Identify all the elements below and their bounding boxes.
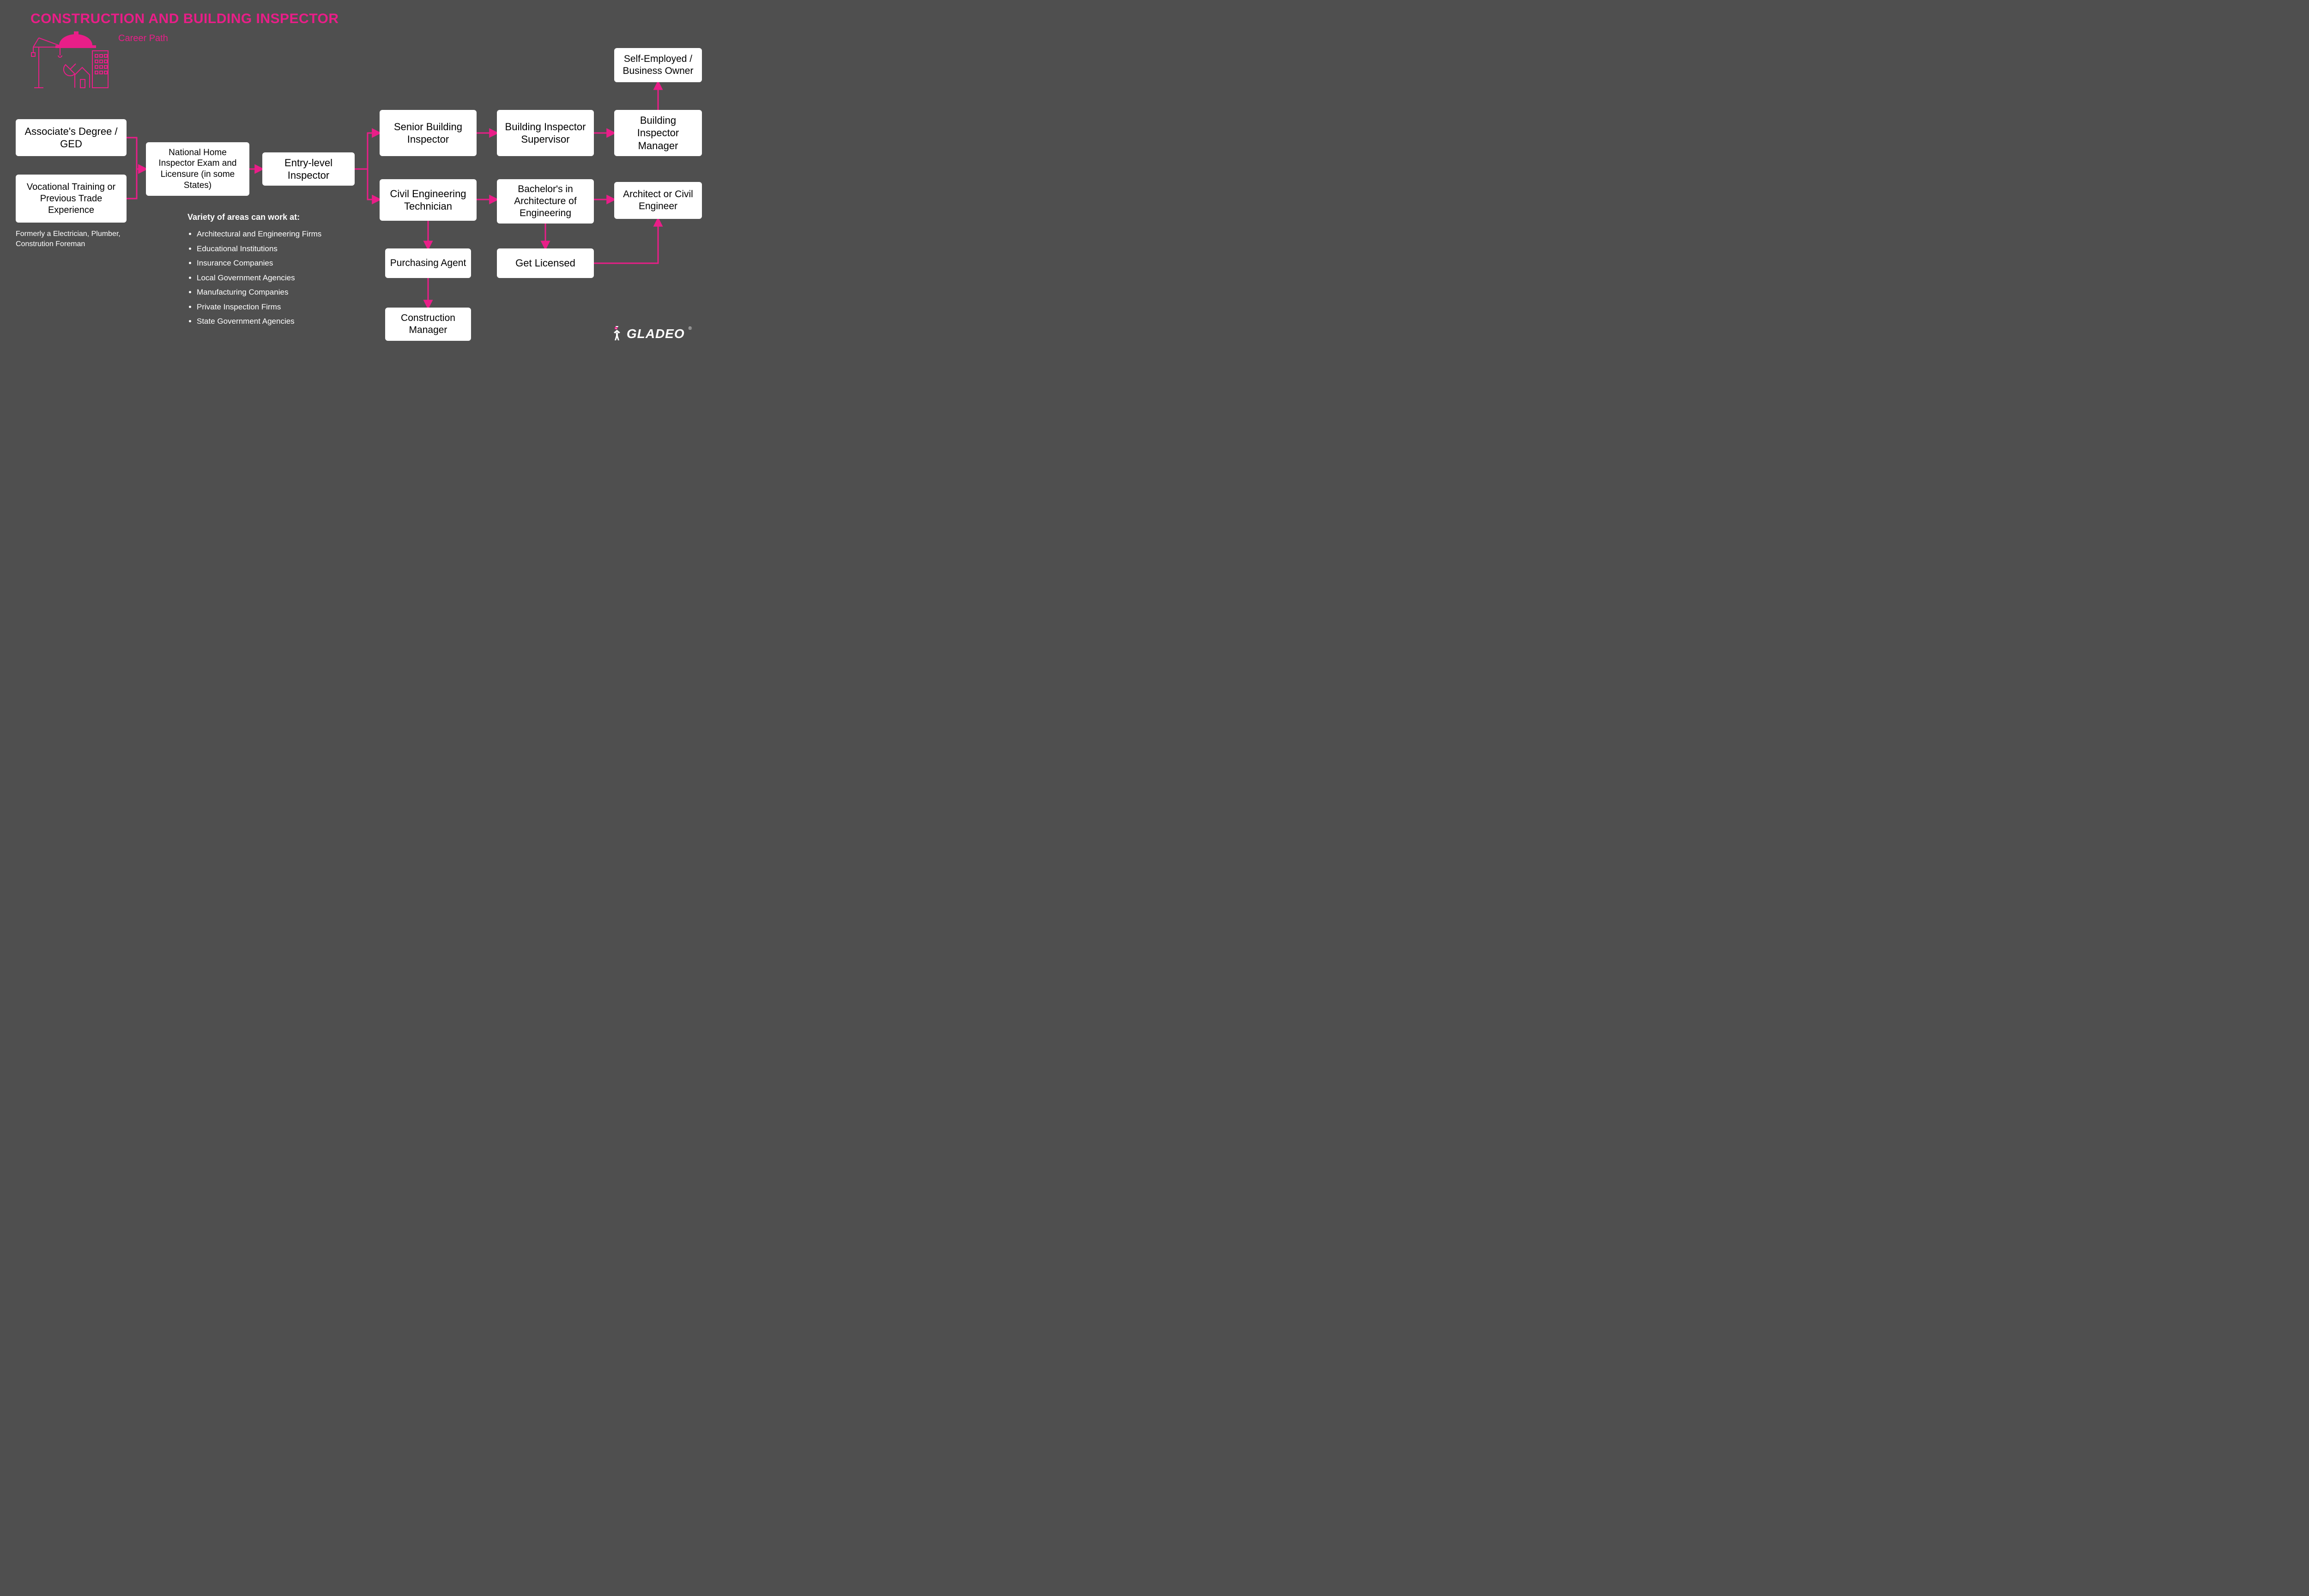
page-title: CONSTRUCTION AND BUILDING INSPECTOR xyxy=(30,11,339,27)
logo-person-icon: G xyxy=(611,326,623,342)
node-supervisor: Building Inspector Supervisor xyxy=(497,110,594,156)
node-exam: National Home Inspector Exam and Licensu… xyxy=(146,142,249,196)
page-subtitle: Career Path xyxy=(118,33,168,44)
areas-list-item: Manufacturing Companies xyxy=(197,286,321,298)
areas-list-item: Educational Institutions xyxy=(197,243,321,255)
areas-list-item: Private Inspection Firms xyxy=(197,301,321,313)
logo-text: GLADEO xyxy=(627,326,685,341)
edge-voc-to-exam xyxy=(127,169,146,199)
areas-title: Variety of areas can work at: xyxy=(187,212,300,222)
node-bachelor: Bachelor's in Architecture of Engineerin… xyxy=(497,179,594,224)
node-vocational: Vocational Training or Previous Trade Ex… xyxy=(16,175,127,223)
node-licensed: Get Licensed xyxy=(497,248,594,278)
node-associates: Associate's Degree / GED xyxy=(16,119,127,156)
node-conmgr: Construction Manager xyxy=(385,308,471,341)
edge-entry-to-senior xyxy=(355,133,380,169)
node-manager: Building Inspector Manager xyxy=(614,110,702,156)
areas-list-item: Insurance Companies xyxy=(197,257,321,269)
svg-text:G: G xyxy=(615,327,617,330)
areas-list: Architectural and Engineering Firms Educa… xyxy=(197,228,321,330)
areas-list-item: Architectural and Engineering Firms xyxy=(197,228,321,240)
logo-registered: ® xyxy=(689,326,692,331)
edge-licensed-to-arch xyxy=(594,219,658,263)
node-senior: Senior Building Inspector xyxy=(380,110,477,156)
node-entry: Entry-level Inspector xyxy=(262,152,355,186)
gladeo-logo: G GLADEO ® xyxy=(611,326,692,342)
edge-entry-to-civil xyxy=(355,169,380,200)
node-civiltech: Civil Engineering Technician xyxy=(380,179,477,221)
node-architect: Architect or Civil Engineer xyxy=(614,182,702,219)
areas-list-item: State Government Agencies xyxy=(197,315,321,327)
vocational-note: Formerly a Electrician, Plumber, Constru… xyxy=(16,229,145,249)
node-owner: Self-Employed / Business Owner xyxy=(614,48,702,82)
construction-icon xyxy=(30,29,109,89)
areas-list-item: Local Government Agencies xyxy=(197,272,321,284)
edge-assoc-to-exam xyxy=(127,138,146,169)
node-purchasing: Purchasing Agent xyxy=(385,248,471,278)
